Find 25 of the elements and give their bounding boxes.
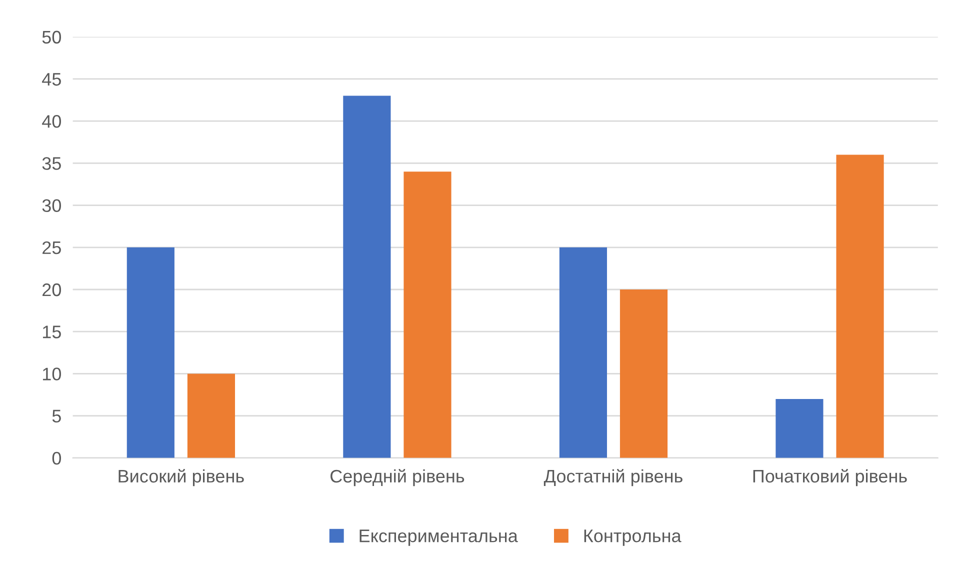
bar — [776, 398, 824, 458]
bar — [187, 374, 236, 458]
y-tick-label: 20 — [42, 283, 61, 296]
x-tick-label: Достатній рівень — [544, 469, 682, 486]
legend-label: Контрольна — [584, 530, 682, 546]
y-tick-label: 15 — [42, 326, 61, 338]
bar — [620, 290, 668, 458]
bar — [404, 172, 452, 458]
y-tick-label: 0 — [52, 452, 61, 465]
bar — [126, 247, 174, 458]
x-tick-label: Середній рівень — [330, 469, 464, 486]
y-tick-label: 50 — [42, 30, 61, 44]
y-tick-label: 40 — [42, 115, 61, 128]
y-tick-label: 30 — [42, 199, 61, 212]
y-tick-label: 35 — [42, 157, 61, 170]
legend-label: Експериментальна — [360, 530, 518, 546]
y-tick-label: 10 — [42, 368, 61, 380]
y-tick-label: 45 — [42, 73, 61, 86]
bar — [836, 154, 884, 458]
y-tick-label: 25 — [42, 241, 61, 254]
x-tick-label: Високий рівень — [118, 469, 244, 486]
y-tick-label: 5 — [52, 410, 61, 423]
x-tick-label: Початковий рівень — [753, 469, 907, 486]
bar — [559, 247, 607, 458]
bar — [343, 96, 391, 458]
